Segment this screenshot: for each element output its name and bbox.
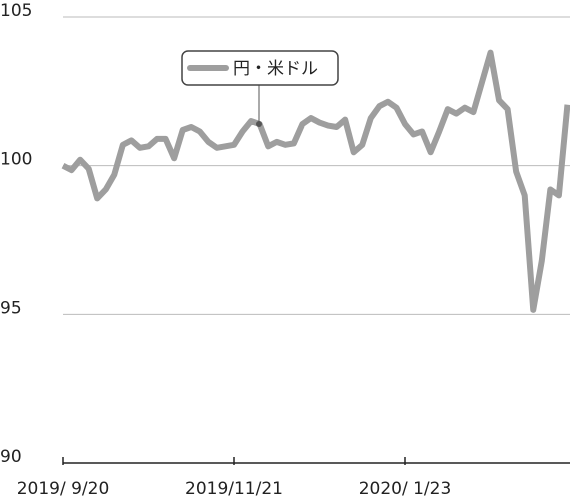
legend-dot [256, 121, 262, 128]
line [61, 49, 570, 313]
legend-box [181, 50, 339, 86]
y-tick-label: 100 [0, 150, 32, 170]
y-tick-label: 105 [0, 1, 32, 21]
x-tick-label: 2019/ 9/20 [17, 479, 110, 496]
x-tick-label: 2019/11/21 [185, 479, 283, 496]
y-tick-label: 95 [0, 298, 22, 318]
legend-label: 円・米ドル [233, 59, 318, 79]
y-tick-label: 90 [0, 447, 22, 467]
x-tick-label: 2020/ 1/23 [359, 479, 452, 496]
